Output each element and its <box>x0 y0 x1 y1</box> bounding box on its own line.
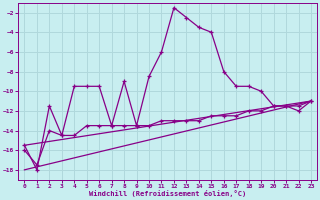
X-axis label: Windchill (Refroidissement éolien,°C): Windchill (Refroidissement éolien,°C) <box>89 190 246 197</box>
